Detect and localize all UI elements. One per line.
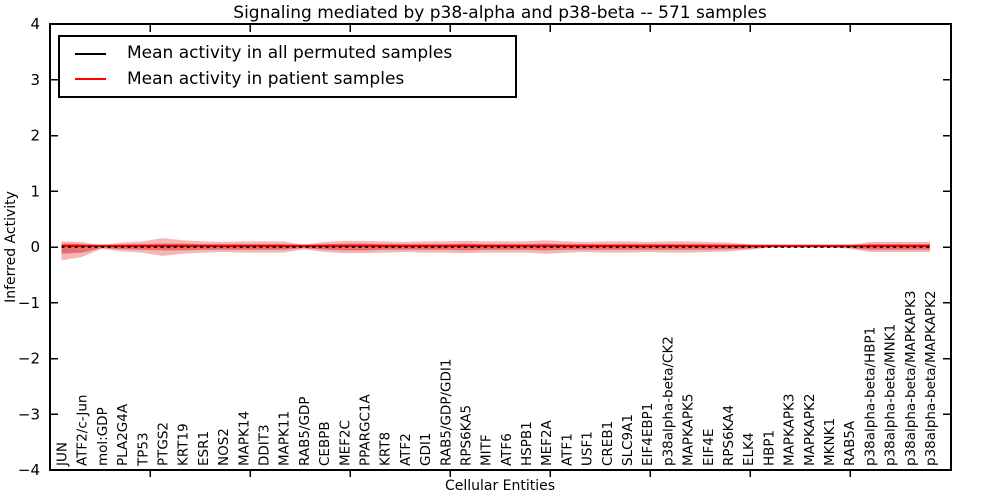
x-category-label: ATF2/c-Jun (75, 395, 91, 466)
x-category-label: ESR1 (196, 431, 212, 466)
legend-row-permuted: Mean activity in all permuted samples (75, 45, 515, 62)
x-category-label: EIF4E (701, 429, 717, 466)
x-category-label: RPS6KA5 (458, 405, 474, 466)
y-tick-label: 4 (30, 15, 40, 33)
x-category-label: PPARGC1A (357, 393, 373, 466)
x-category-label: MAPK14 (236, 411, 252, 466)
x-category-label: HBP1 (761, 430, 777, 466)
x-category-label: JUN (55, 442, 71, 467)
y-tick-label: 0 (30, 238, 40, 256)
x-category-label: DDIT3 (256, 424, 272, 466)
x-category-label: MAPK11 (277, 411, 293, 466)
y-tick-label: −2 (18, 350, 40, 368)
x-category-label: p38alpha-beta/MAPKAPK2 (923, 291, 939, 467)
x-category-label: MITF (479, 434, 495, 466)
permuted-line-sample (75, 52, 106, 55)
y-tick-label: 2 (30, 127, 40, 145)
legend-label-patient: Mean activity in patient samples (127, 68, 405, 89)
x-category-label: p38alpha-beta/MAPKAPK3 (903, 291, 919, 467)
x-category-label: MAPKAPK5 (681, 394, 697, 466)
x-category-label: p38alpha-beta/HBP1 (862, 327, 878, 466)
y-tick-label: −1 (18, 294, 40, 312)
x-category-label: RAB5/GDP/GDI1 (438, 359, 454, 466)
x-category-label: RAB5/GDP (297, 397, 313, 466)
x-category-label: GDI1 (418, 433, 434, 466)
legend: Mean activity in all permuted samples Me… (58, 35, 517, 98)
x-category-label: KRT8 (378, 432, 394, 466)
x-category-label: ELK4 (741, 433, 757, 467)
x-category-label: MEF2C (337, 420, 353, 466)
x-category-label: PLA2G4A (115, 403, 131, 466)
x-category-label: ATF2 (398, 433, 414, 466)
x-category-label: p38alpha-beta/MNK1 (883, 324, 899, 466)
y-tick-label: 1 (30, 182, 40, 200)
x-category-label: PTGS2 (155, 422, 171, 466)
x-category-label: CREB1 (600, 421, 616, 466)
x-category-label: KRT19 (176, 423, 192, 466)
x-category-label: TP53 (135, 432, 151, 467)
x-category-label: HSPB1 (519, 421, 535, 466)
x-category-label: mol:GDP (95, 407, 111, 466)
x-category-label: CEBPB (317, 421, 333, 466)
x-category-label: p38alpha-beta/CK2 (660, 336, 676, 466)
x-category-label: ATF1 (559, 433, 575, 466)
patient-line-sample (75, 78, 106, 81)
y-axis-label: Inferred Activity (3, 191, 19, 303)
x-category-label: RAB5A (842, 420, 858, 466)
x-category-label: USF1 (580, 431, 596, 466)
legend-row-patient: Mean activity in patient samples (75, 68, 515, 89)
x-category-label: RPS6KA4 (721, 405, 737, 466)
legend-label-permuted: Mean activity in all permuted samples (127, 43, 453, 64)
y-tick-label: 3 (30, 71, 40, 89)
x-category-label: SLC9A1 (620, 414, 636, 466)
x-category-label: MKNK1 (822, 418, 838, 466)
x-category-label: MEF2A (539, 419, 555, 466)
x-category-label: EIF4EBP1 (640, 403, 656, 466)
axis-frame (49, 23, 952, 471)
x-category-label: MAPKAPK3 (782, 394, 798, 466)
y-tick-label: −4 (18, 461, 40, 479)
chart-title: Signaling mediated by p38-alpha and p38-… (233, 3, 767, 23)
y-tick-label: −3 (18, 405, 40, 423)
x-category-label: ATF6 (499, 433, 515, 466)
x-category-label: MAPKAPK2 (802, 394, 818, 466)
x-axis-label: Cellular Entities (444, 478, 556, 494)
x-category-label: NOS2 (216, 428, 232, 466)
